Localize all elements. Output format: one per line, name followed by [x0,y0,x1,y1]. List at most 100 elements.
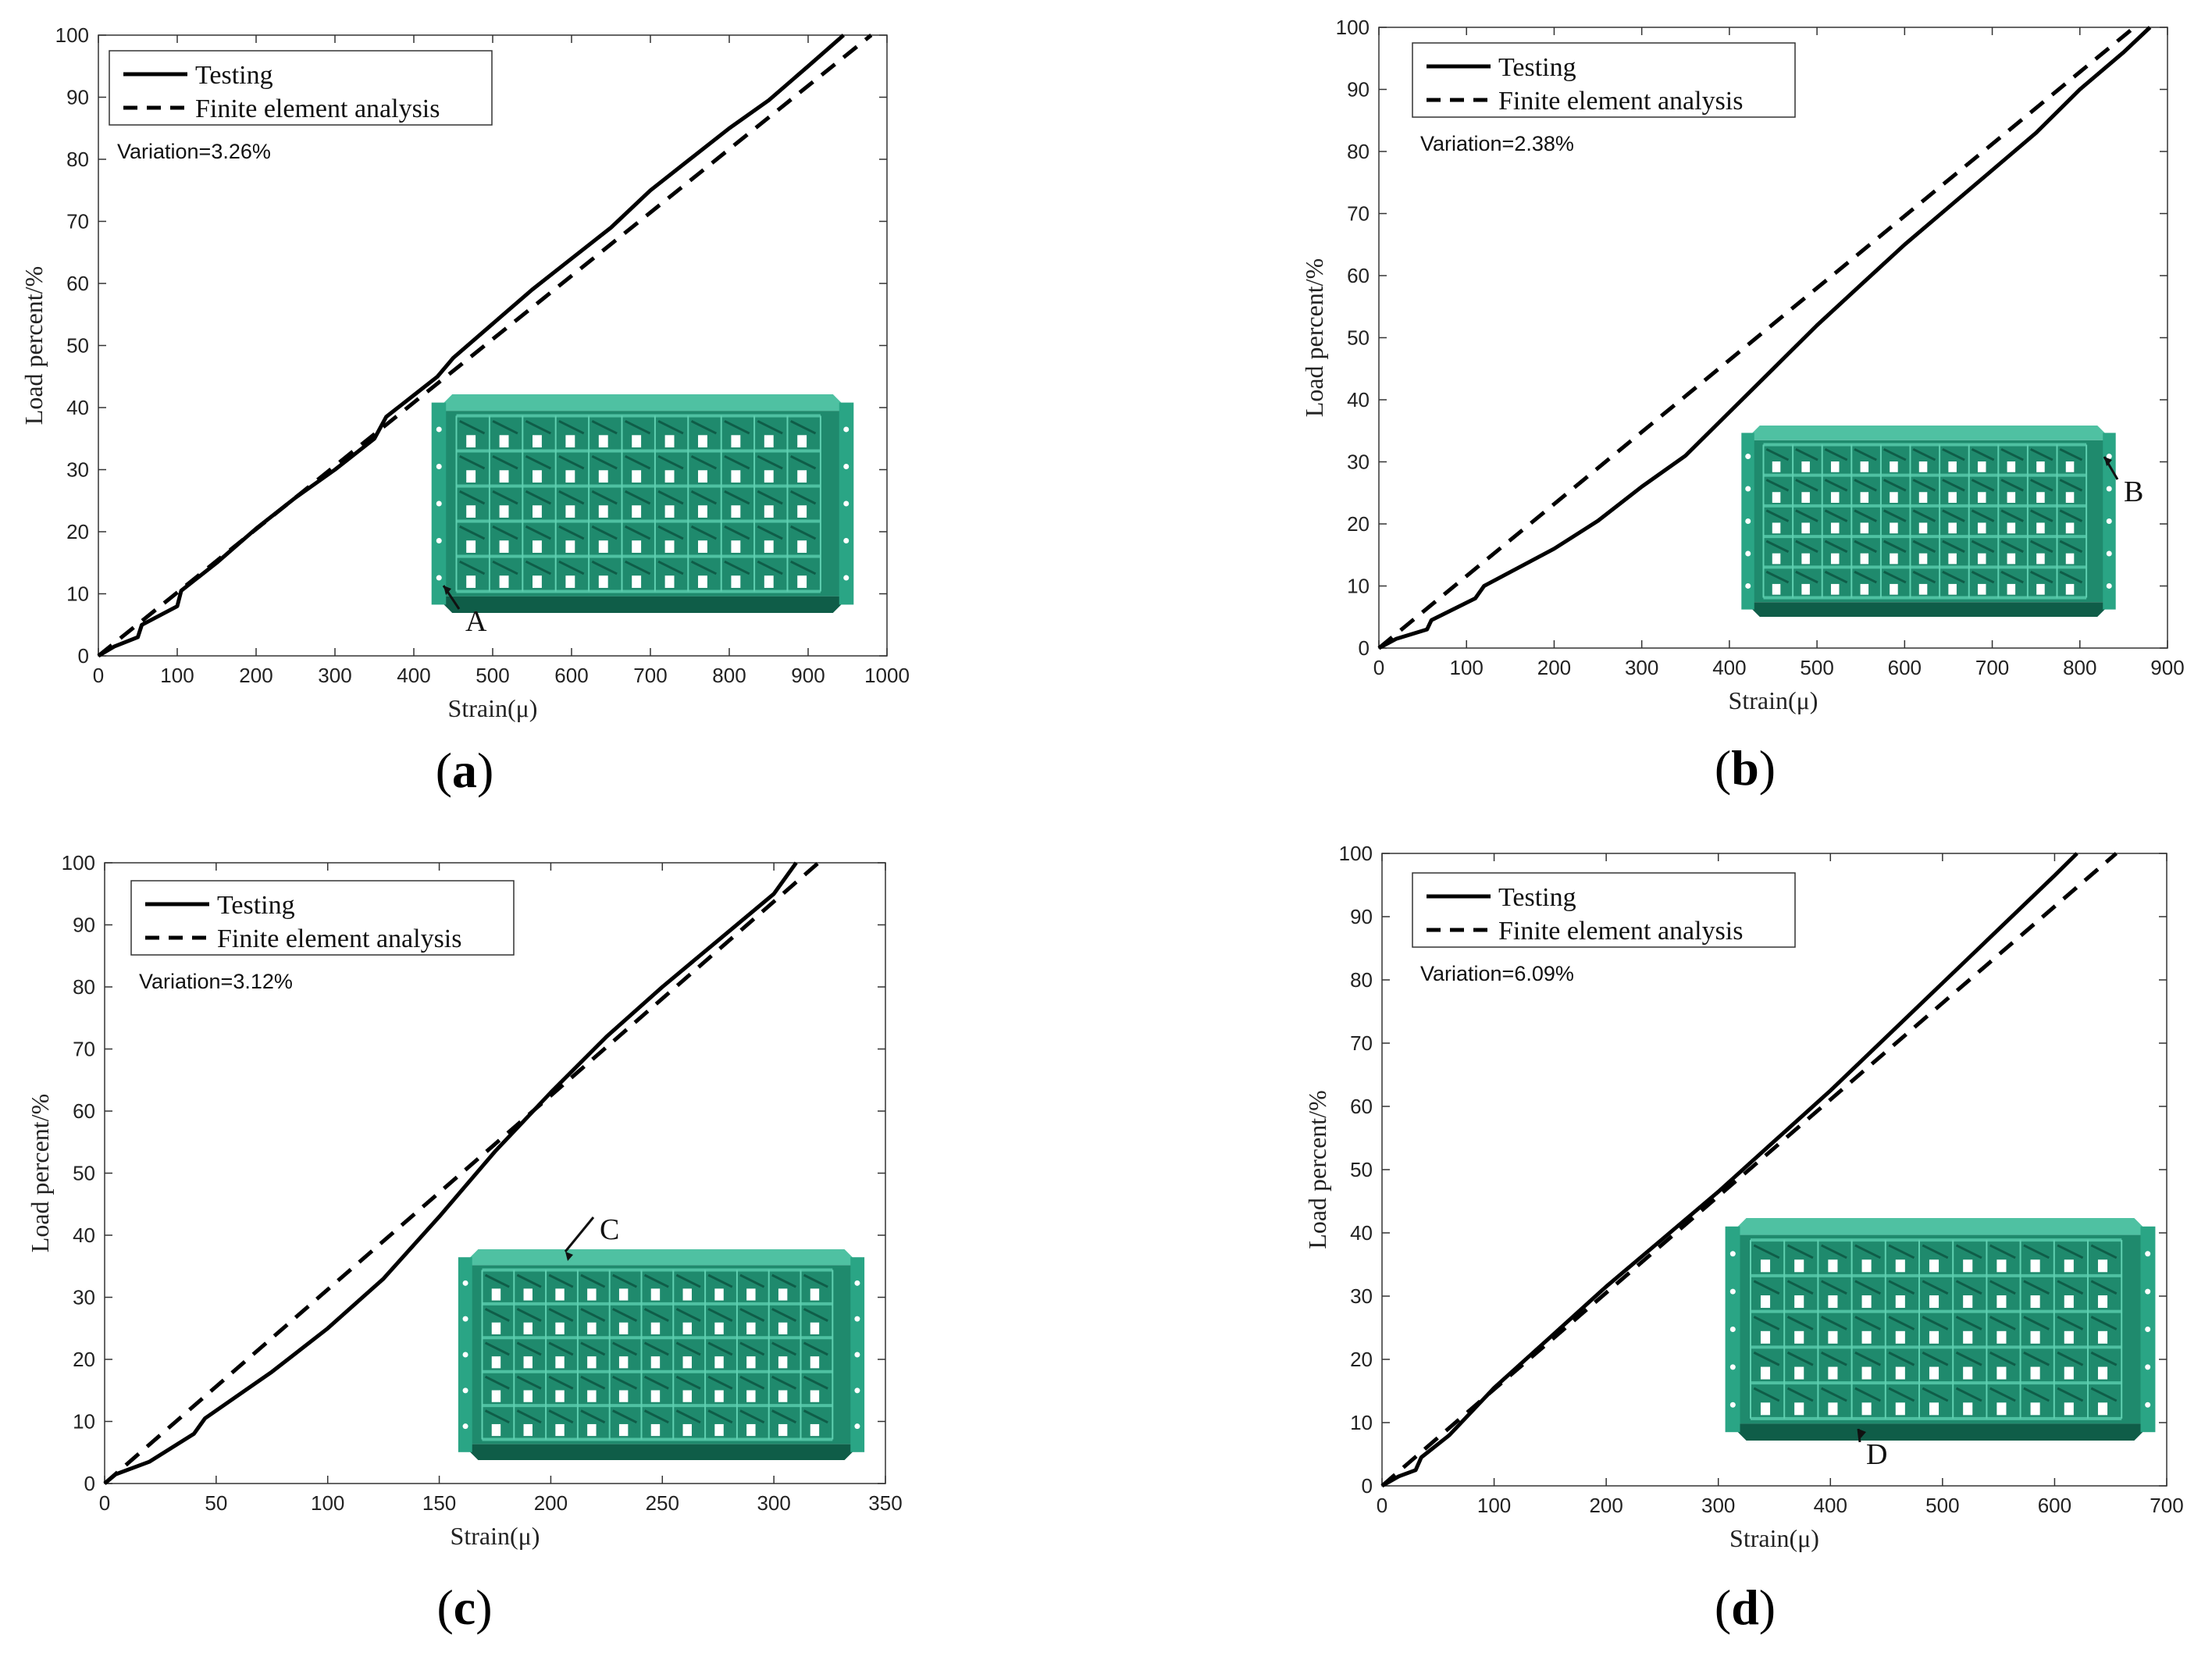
model-opening [1890,583,1898,595]
model-opening [2097,1295,2108,1309]
model-brace [1795,447,1818,461]
callout-label: C [600,1213,619,1246]
model-bolt-hole [854,1387,860,1394]
y-tick-label: 70 [66,210,89,233]
model-brace [790,419,817,435]
model-opening [1918,583,1928,595]
model-brace [739,1273,765,1288]
model-opening [2064,1366,2074,1380]
variation-annotation: Variation=3.12% [139,970,293,993]
legend: Testing Finite element analysis [109,50,493,126]
callout-arrow [1857,1428,1861,1443]
model-brace [657,560,684,575]
model-brace [1989,1316,2016,1330]
model-bolt-hole [1729,1251,1736,1257]
y-tick-label: 40 [1350,1221,1373,1245]
model-opening [1830,553,1840,565]
model-brace [1912,540,1936,554]
model-brace [1888,1387,1915,1402]
model-opening [1794,1295,1804,1309]
model-opening [698,505,707,518]
model-opening [565,540,575,553]
model-bolt-hole [1729,1364,1736,1370]
model-brace [2090,1387,2118,1402]
model-brace [1883,509,1907,522]
callout-arrow [564,1216,595,1252]
model-opening [1801,461,1810,472]
model-opening [1948,553,1957,565]
model-opening [810,1288,820,1301]
model-opening [1861,1366,1872,1380]
model-opening [698,540,707,553]
model-brace [1883,540,1907,554]
model-opening [1996,1330,2007,1344]
model-brace [1765,479,1790,492]
model-opening [565,470,575,483]
y-tick-label: 60 [1350,1095,1373,1118]
x-tick-label: 0 [99,1491,110,1515]
model-opening [714,1356,724,1369]
model-brace [625,525,651,540]
y-tick-label: 10 [1350,1411,1373,1434]
x-tick-label: 600 [554,664,588,687]
legend-label-fea: Finite element analysis [195,94,440,123]
y-tick-label: 70 [73,1038,95,1061]
model-opening [1828,1295,1838,1309]
x-tick-label: 300 [1701,1494,1735,1517]
x-tick-label: 0 [1377,1494,1387,1517]
model-opening [1772,492,1781,503]
model-opening [650,1390,661,1402]
model-opening [2065,522,2075,534]
model-bolt-hole [854,1316,860,1322]
model-bolt-hole [2145,1288,2151,1295]
model-brace [803,1375,828,1390]
y-tick-label: 90 [73,914,95,937]
model-brace [1942,447,1965,461]
model-opening [764,505,774,518]
x-tick-label: 100 [160,664,194,687]
y-tick-label: 20 [1347,512,1370,536]
model-opening [598,470,608,483]
model-brace [1786,1280,1814,1295]
model-opening [1890,492,1898,503]
model-opening [2036,553,2045,565]
callout-label: B [2124,476,2143,508]
model-brace [690,419,718,435]
model-brace [724,454,750,470]
model-brace [803,1308,828,1322]
model-brace [1922,1280,1949,1295]
model-opening [555,1322,565,1334]
model-opening [1828,1259,1838,1273]
model-brace [1821,1280,1847,1295]
model-brace [1821,1316,1847,1330]
legend-label-testing: Testing [1498,53,1576,82]
fea-series-line [1380,852,2118,1487]
model-brace [1922,1351,1949,1366]
model-brace [707,1341,733,1356]
model-brace [771,1375,797,1390]
model-brace [1795,509,1818,522]
model-bolt-hole [462,1280,468,1286]
model-brace [2000,447,2024,461]
y-tick-label: 60 [66,272,89,295]
legend-label-testing: Testing [195,61,273,90]
model-opening [764,470,774,483]
legend-label-fea: Finite element analysis [217,924,462,953]
model-brace [1795,479,1818,492]
model-brace [612,1308,638,1322]
model-brace [790,490,817,505]
model-opening [1895,1295,1905,1309]
model-brace [1888,1351,1915,1366]
model-opening [499,505,509,518]
x-tick-label: 100 [1450,656,1484,679]
x-tick-label: 600 [2038,1494,2071,1517]
model-bottom-face [436,596,850,613]
model-opening [1772,553,1781,565]
model-brace [1955,1316,1982,1330]
model-opening [1760,1402,1771,1416]
model-bolt-hole [2106,454,2112,460]
model-opening [682,1322,692,1334]
testing-series-line [1380,852,2078,1488]
model-brace [803,1341,828,1356]
model-bolt-hole [462,1387,468,1394]
